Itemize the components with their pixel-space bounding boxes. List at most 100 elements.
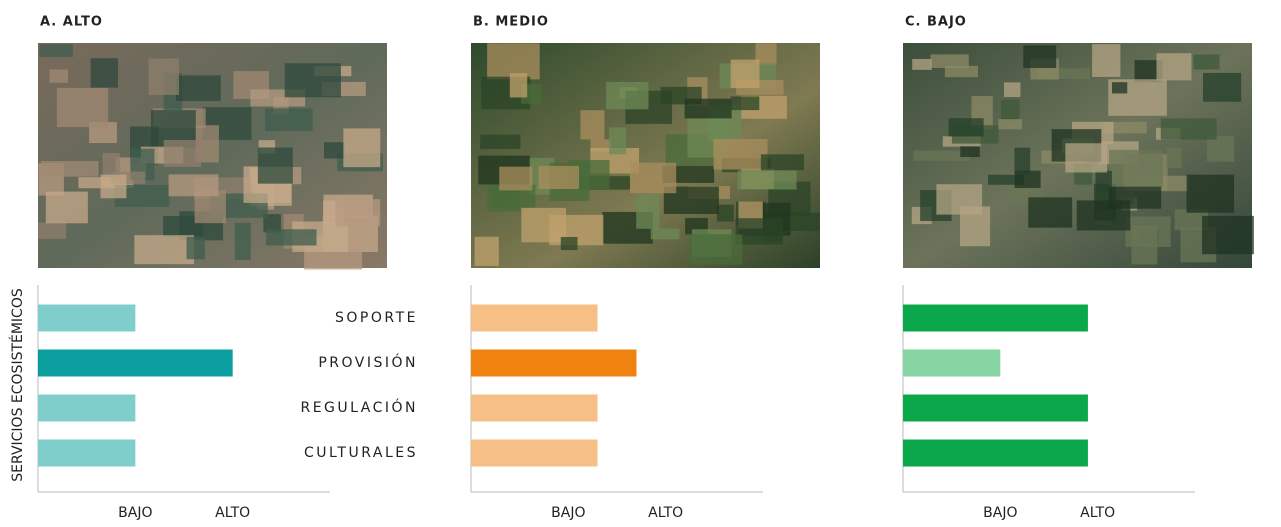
bar [471,439,598,467]
panel-title: B. MEDIO [473,15,549,30]
photo-patch [1076,200,1131,231]
photo-patch [1111,82,1128,94]
x-tick-label: BAJO [983,505,1017,521]
photo-patch [948,118,984,137]
photo-patch [1193,54,1220,70]
photo-patch [195,125,219,163]
photo-patch [499,166,533,191]
photo-patch [176,75,221,102]
photo-patch [930,54,969,68]
bar [471,304,598,332]
photo-patch [1202,215,1254,255]
photo-patch [323,142,345,159]
category-label: REGULACIÓN [300,398,418,416]
photo-patch [263,214,281,233]
photo-patch [90,58,118,88]
photo-patch [998,119,1023,130]
photo-patch [265,108,313,132]
photo-patch [49,69,69,83]
photo-patch [1109,149,1163,188]
photo-patch [234,222,251,260]
category-label: SOPORTE [335,310,418,326]
photo-patch [713,139,768,170]
aerial-photo [903,43,1254,268]
photo-patch [134,235,195,265]
photo-patch [114,184,170,207]
bar [38,439,136,467]
photo-patch [1202,72,1242,102]
x-tick-label: ALTO [648,505,683,521]
photo-patch [580,110,605,140]
photo-patch [343,128,381,168]
photo-patch [960,146,980,158]
photo-patch [760,154,804,171]
aerial-photo [471,43,820,268]
photo-patch [560,236,578,251]
x-tick-label: ALTO [1080,505,1115,521]
photo-patch [1103,121,1147,134]
photo-patch [1160,118,1217,140]
photo-patch [284,63,341,98]
photo-patch [609,127,627,155]
bar [903,394,1088,422]
photo-patch [1206,135,1235,162]
photo-patch [1186,174,1235,213]
photo-patch [1014,170,1041,188]
aerial-photo [38,43,387,270]
photo-patch [1028,197,1073,228]
bar [38,394,136,422]
photo-patch [606,81,649,110]
x-tick-label: ALTO [215,505,250,521]
bar [471,394,598,422]
bar [38,349,233,377]
photo-patch [988,174,1024,185]
category-label: PROVISIÓN [318,353,418,371]
photo-patch [89,122,117,144]
photo-patch [186,236,205,260]
photo-patch [1166,147,1182,169]
photo-patch [730,59,760,89]
photo-patch [1131,225,1158,265]
photo-patch [912,58,932,70]
x-tick-label: BAJO [551,505,585,521]
photo-patch [100,174,127,199]
photo-patch [39,44,73,57]
photo-patch [735,218,784,245]
photo-patch [737,170,797,190]
photo-patch [38,222,67,239]
photo-patch [163,139,202,167]
photo-patch [335,199,381,227]
photo-patch [936,184,983,215]
photo-patch [913,150,971,161]
photo-patch [45,191,88,224]
photo-patch [689,234,743,265]
photo-patch [636,194,660,229]
photo-patch [480,134,521,149]
photo-patch [1095,170,1112,210]
photo-patch [1092,44,1121,77]
bar [903,349,1001,377]
panel-title: A. ALTO [40,15,103,30]
photo-patch [1156,53,1192,81]
photo-patch [944,65,979,78]
bar [903,439,1088,467]
photo-patch [266,229,317,246]
photo-patch [168,174,219,197]
photo-patch [474,236,499,266]
photo-patch [1001,99,1020,121]
photo-patch [509,73,528,98]
panel-title: C. BAJO [905,15,967,30]
photo-patch [650,228,680,240]
photo-patch [56,87,109,128]
photo-patch [590,139,612,152]
photo-patch [1174,209,1208,231]
photo-patch [755,43,777,66]
bar [903,304,1088,332]
bar [471,349,637,377]
photo-patch [1014,147,1031,175]
bar [38,304,136,332]
photo-patch [148,58,179,95]
photo-patch [1003,82,1021,97]
photo-patch [491,184,536,208]
